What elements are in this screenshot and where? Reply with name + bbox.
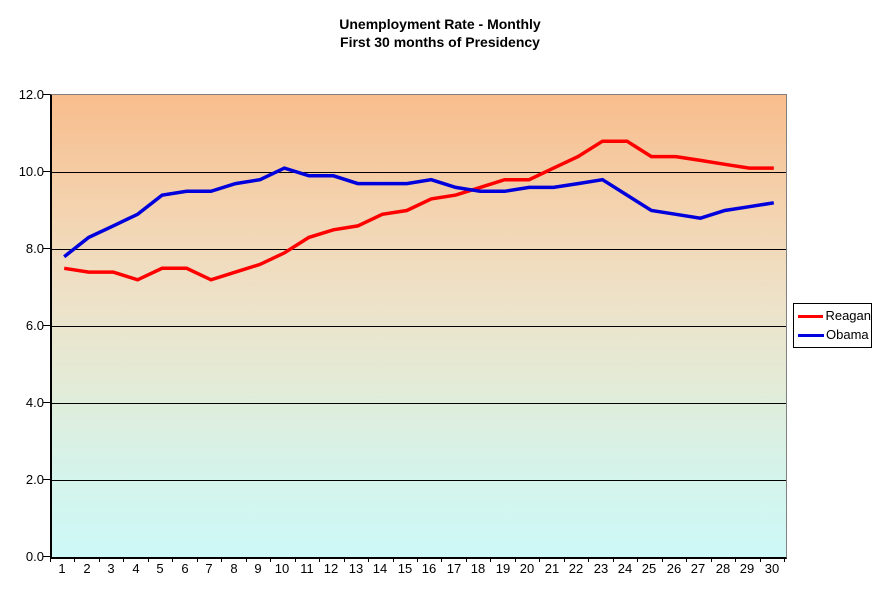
x-axis-label-29: 29 (739, 561, 755, 576)
gridline-8 (52, 249, 786, 250)
y-tick (43, 402, 50, 403)
legend-item-obama: Obama (798, 328, 871, 343)
x-tick (221, 557, 222, 562)
chart-title-line2: First 30 months of Presidency (340, 34, 540, 50)
y-axis-label-4.0: 4.0 (25, 395, 44, 410)
y-tick (43, 248, 50, 249)
gridline-2 (52, 480, 786, 481)
x-tick (613, 557, 614, 562)
series-plot (63, 139, 775, 282)
x-tick (490, 557, 491, 562)
y-tick (43, 325, 50, 326)
x-axis-label-20: 20 (519, 561, 535, 576)
x-axis-label-14: 14 (372, 561, 388, 576)
y-tick (43, 479, 50, 480)
x-axis-label-8: 8 (230, 561, 238, 576)
gridline-6 (52, 326, 786, 327)
legend: Reagan Obama (793, 303, 872, 348)
x-axis-label-24: 24 (617, 561, 633, 576)
x-tick (441, 557, 442, 562)
reagan-line-swatch (798, 314, 824, 318)
x-axis-label-7: 7 (205, 561, 213, 576)
gridline-10 (52, 172, 786, 173)
legend-label-obama: Obama (826, 327, 869, 342)
x-tick (735, 557, 736, 562)
x-tick (784, 557, 785, 562)
x-axis-label-26: 26 (666, 561, 682, 576)
x-axis-label-28: 28 (715, 561, 731, 576)
x-tick (588, 557, 589, 562)
x-tick (515, 557, 516, 562)
x-axis-label-12: 12 (323, 561, 339, 576)
x-axis-label-17: 17 (446, 561, 462, 576)
x-axis-label-21: 21 (544, 561, 560, 576)
chart-title: Unemployment Rate - Monthly First 30 mon… (0, 15, 880, 51)
x-tick (564, 557, 565, 562)
x-axis-label-11: 11 (300, 561, 314, 576)
x-axis-label-4: 4 (132, 561, 140, 576)
x-axis-label-25: 25 (641, 561, 657, 576)
x-axis-label-5: 5 (156, 561, 164, 576)
x-tick (99, 557, 100, 562)
x-tick (393, 557, 394, 562)
y-tick (43, 171, 50, 172)
legend-item-reagan: Reagan (798, 309, 871, 324)
x-axis-label-16: 16 (421, 561, 437, 576)
x-axis-label-23: 23 (593, 561, 609, 576)
x-tick (246, 557, 247, 562)
x-tick (662, 557, 663, 562)
y-tick (43, 94, 50, 95)
x-tick (539, 557, 540, 562)
reagan-line (63, 139, 774, 282)
x-tick (368, 557, 369, 562)
x-tick (74, 557, 75, 562)
y-axis-label-10.0: 10.0 (18, 164, 44, 179)
x-tick (466, 557, 467, 562)
y-axis-label-8.0: 8.0 (25, 241, 44, 256)
obama-line (63, 166, 775, 259)
obama-line-swatch (798, 333, 824, 337)
x-axis-label-27: 27 (690, 561, 706, 576)
x-axis-label-3: 3 (107, 561, 115, 576)
x-axis-label-1: 1 (58, 561, 66, 576)
x-tick (123, 557, 124, 562)
y-tick (43, 556, 50, 557)
y-axis-label-2.0: 2.0 (25, 472, 44, 487)
chart-title-line1: Unemployment Rate - Monthly (339, 16, 541, 32)
x-axis-label-30: 30 (764, 561, 780, 576)
y-axis-label-0.0: 0.0 (25, 549, 44, 564)
x-tick (319, 557, 320, 562)
plot-area (50, 94, 787, 559)
legend-label-reagan: Reagan (825, 308, 871, 323)
x-tick (172, 557, 173, 562)
x-tick (711, 557, 712, 562)
y-axis-label-12.0: 12.0 (18, 87, 44, 102)
x-tick (760, 557, 761, 562)
gridline-4 (52, 403, 786, 404)
x-tick (417, 557, 418, 562)
x-tick (270, 557, 271, 562)
x-tick (344, 557, 345, 562)
x-axis-label-9: 9 (254, 561, 262, 576)
x-tick (197, 557, 198, 562)
x-tick (637, 557, 638, 562)
x-axis-label-13: 13 (348, 561, 364, 576)
x-axis-label-22: 22 (568, 561, 584, 576)
x-tick (148, 557, 149, 562)
x-axis-label-2: 2 (83, 561, 91, 576)
x-axis-label-10: 10 (274, 561, 290, 576)
x-tick (50, 557, 51, 562)
x-axis-label-6: 6 (181, 561, 189, 576)
x-tick (686, 557, 687, 562)
y-axis-label-6.0: 6.0 (25, 318, 44, 333)
x-axis-label-18: 18 (470, 561, 486, 576)
x-axis-label-19: 19 (495, 561, 511, 576)
x-tick (295, 557, 296, 562)
x-axis-label-15: 15 (397, 561, 413, 576)
